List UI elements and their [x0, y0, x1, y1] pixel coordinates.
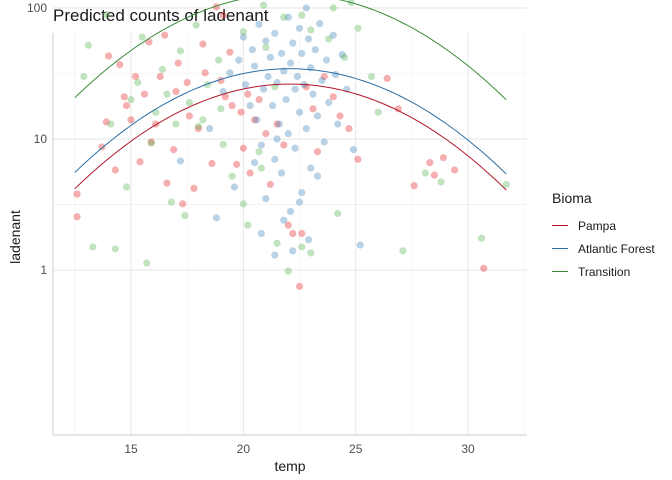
fitted-curves: [74, 0, 507, 191]
legend-key-pampa: [552, 225, 568, 226]
y-tick-label: 1: [40, 263, 47, 277]
x-tick-label: 15: [124, 442, 138, 456]
legend-title: Bioma: [552, 190, 592, 206]
x-axis-label: temp: [274, 458, 305, 474]
y-axis-label: ladenant: [7, 210, 23, 264]
x-tick-label: 25: [349, 442, 363, 456]
data-points: [73, 0, 510, 290]
legend-item-atlantic-forest: Atlantic Forest: [552, 237, 655, 260]
legend-item-transition: Transition: [552, 260, 655, 283]
y-tick-label: 100: [27, 1, 47, 15]
y-tick-label: 10: [34, 132, 48, 146]
x-tick-label: 30: [461, 442, 475, 456]
x-tick-label: 20: [237, 442, 251, 456]
legend-key-atlantic-forest: [552, 248, 568, 249]
legend-item-pampa: Pampa: [552, 214, 655, 237]
legend-key-transition: [552, 271, 568, 272]
chart-title: Predicted counts of ladenant: [53, 6, 269, 25]
axes: 15 20 25 30 1 10 100 temp ladenant: [7, 1, 527, 474]
legend: Bioma Pampa Atlantic Forest Transition: [552, 190, 655, 283]
grid-lines: [53, 7, 527, 435]
